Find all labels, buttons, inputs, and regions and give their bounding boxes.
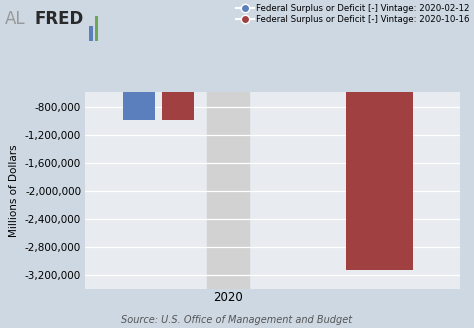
Bar (162, 51, 194, 120)
Y-axis label: Millions of Dollars: Millions of Dollars (9, 144, 19, 236)
Bar (207, 92, 249, 289)
Text: AL: AL (5, 10, 26, 28)
Text: FRED: FRED (34, 10, 83, 28)
Text: Source: U.S. Office of Management and Budget: Source: U.S. Office of Management and Bu… (121, 315, 353, 325)
Bar (89, 26, 92, 41)
Bar (95, 16, 98, 41)
Bar (346, 51, 413, 270)
Bar (123, 51, 155, 120)
Legend: Federal Surplus or Deficit [-] Vintage: 2020-02-12, Federal Surplus or Deficit [: Federal Surplus or Deficit [-] Vintage: … (237, 4, 470, 25)
